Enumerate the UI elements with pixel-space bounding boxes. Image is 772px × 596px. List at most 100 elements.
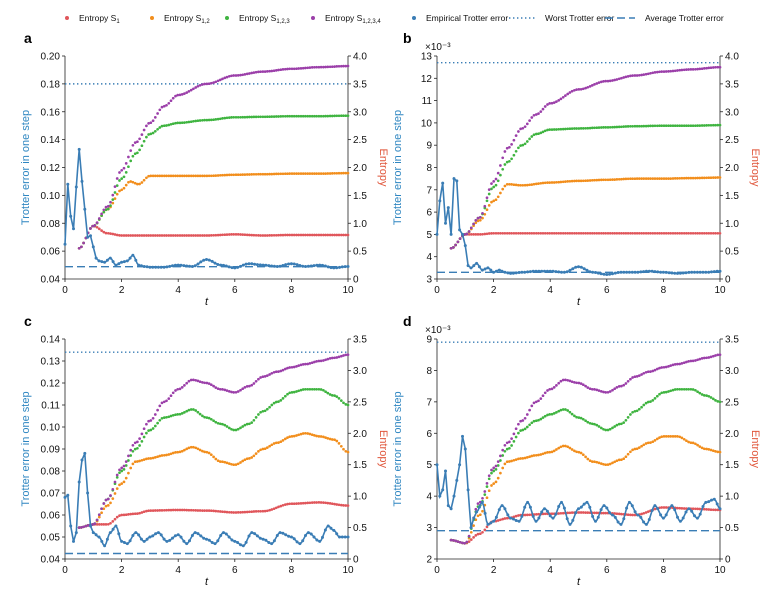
- entropy-point: [111, 201, 115, 205]
- entropy-point: [196, 119, 200, 123]
- entropy-point: [543, 231, 547, 235]
- entropy-series-s123: [449, 123, 722, 250]
- entropy-point: [593, 83, 596, 86]
- entropy-point: [481, 496, 484, 500]
- entropy-point: [97, 227, 101, 231]
- entropy-point: [234, 463, 238, 466]
- trotter-point: [486, 266, 490, 270]
- entropy-point: [604, 178, 608, 182]
- entropy-point: [214, 457, 218, 461]
- entropy-point: [559, 127, 563, 131]
- entropy-point: [97, 523, 101, 526]
- entropy-series-s123: [77, 114, 350, 250]
- entropy-point: [494, 183, 498, 187]
- trotter-point: [681, 516, 685, 520]
- entropy-point: [162, 453, 166, 457]
- entropy-point: [194, 234, 198, 237]
- entropy-point: [306, 172, 310, 175]
- x-tick-label: 8: [661, 565, 667, 576]
- trotter-point: [156, 265, 160, 269]
- entropy-point: [129, 448, 133, 452]
- entropy-point: [573, 127, 576, 130]
- entropy-point: [566, 511, 570, 515]
- entropy-point: [265, 374, 269, 377]
- trotter-point: [444, 221, 447, 225]
- entropy-point: [234, 233, 238, 236]
- entropy-point: [660, 231, 664, 235]
- trotter-point: [301, 539, 305, 543]
- entropy-point: [317, 114, 321, 118]
- entropy-point: [252, 233, 256, 237]
- trotter-point: [312, 264, 316, 268]
- entropy-point: [577, 381, 581, 385]
- trotter-point: [681, 271, 685, 275]
- y2-tick-label: 4.0: [353, 52, 367, 63]
- entropy-point: [230, 173, 233, 177]
- legend-label-sub: 1,2,3,4: [362, 19, 381, 25]
- entropy-point: [286, 502, 289, 506]
- entropy-point: [678, 68, 682, 72]
- entropy-point: [702, 394, 706, 397]
- trotter-point: [494, 269, 498, 273]
- entropy-point: [649, 370, 652, 373]
- entropy-point: [326, 501, 330, 505]
- entropy-point: [118, 514, 121, 517]
- entropy-point: [573, 179, 576, 183]
- entropy-point: [151, 427, 155, 430]
- trotter-point: [241, 544, 245, 548]
- y-tick-label: 0.07: [41, 489, 61, 500]
- entropy-point: [651, 440, 655, 444]
- entropy-point: [622, 383, 626, 387]
- entropy-point: [254, 115, 258, 119]
- entropy-point: [102, 523, 106, 526]
- entropy-point: [140, 432, 144, 436]
- entropy-point: [629, 124, 632, 128]
- entropy-point: [512, 458, 516, 462]
- entropy-point: [216, 174, 220, 177]
- entropy-point: [245, 72, 249, 76]
- entropy-point: [485, 196, 489, 200]
- entropy-point: [537, 182, 540, 185]
- entropy-point: [474, 507, 478, 511]
- entropy-point: [633, 513, 637, 517]
- entropy-point: [153, 413, 157, 416]
- entropy-point: [546, 181, 549, 184]
- trotter-point: [103, 544, 107, 548]
- entropy-point: [250, 421, 254, 424]
- entropy-point: [277, 505, 280, 509]
- y-axis-label: Trotter error in one step: [392, 391, 404, 506]
- trotter-point: [315, 538, 319, 542]
- entropy-point: [214, 233, 218, 237]
- entropy-point: [145, 176, 148, 180]
- entropy-point: [481, 232, 484, 236]
- trotter-point: [472, 264, 476, 268]
- entropy-point: [629, 513, 632, 517]
- entropy-point: [503, 184, 507, 188]
- entropy-point: [346, 233, 350, 237]
- entropy-point: [711, 231, 715, 235]
- entropy-point: [658, 70, 661, 74]
- entropy-point: [584, 419, 587, 423]
- entropy-point: [328, 65, 332, 69]
- entropy-point: [570, 412, 574, 416]
- entropy-point: [620, 512, 623, 516]
- entropy-point: [270, 172, 274, 176]
- entropy-point: [622, 231, 626, 235]
- entropy-point: [160, 509, 164, 512]
- entropy-point: [310, 387, 314, 391]
- entropy-point: [301, 66, 305, 70]
- entropy-point: [324, 358, 327, 362]
- trotter-point: [100, 260, 104, 264]
- trotter-point: [568, 522, 572, 526]
- entropy-point: [613, 512, 617, 515]
- y2-tick-label: 3.0: [725, 366, 739, 377]
- entropy-point: [586, 179, 590, 182]
- entropy-point: [581, 231, 585, 235]
- entropy-point: [187, 234, 191, 237]
- entropy-point: [622, 76, 626, 79]
- entropy-point: [696, 176, 699, 180]
- trotter-point: [458, 228, 462, 232]
- entropy-point: [286, 67, 289, 71]
- entropy-point: [277, 441, 280, 444]
